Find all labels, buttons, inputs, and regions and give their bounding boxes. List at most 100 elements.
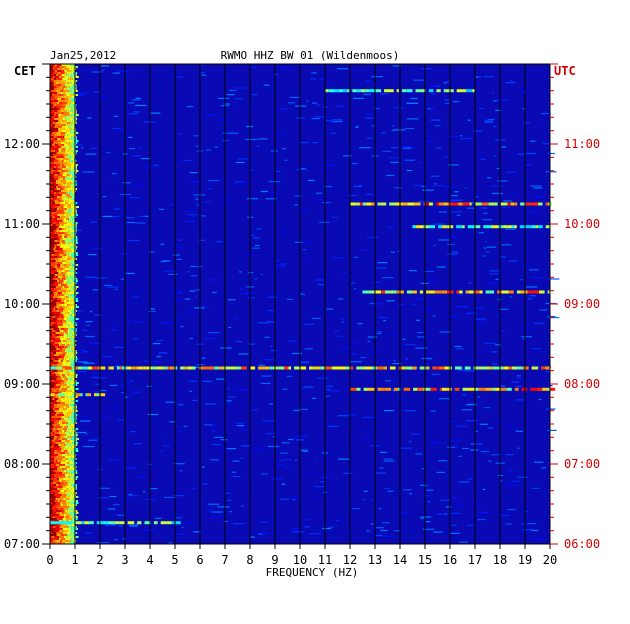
low-band-cell: [70, 354, 74, 356]
low-band-cell: [74, 388, 79, 390]
low-band-cell: [72, 222, 75, 224]
noise-streak: [453, 446, 458, 448]
low-band-cell: [54, 466, 58, 468]
noise-streak: [499, 480, 503, 482]
event-cell: [492, 366, 498, 370]
event-cell: [459, 290, 463, 294]
low-band-cell: [57, 524, 61, 526]
noise-streak: [444, 99, 451, 101]
low-band-cell: [56, 210, 60, 212]
low-band-cell: [66, 86, 70, 88]
low-band-cell: [56, 464, 60, 466]
low-band-cell: [67, 182, 73, 184]
low-band-cell: [60, 230, 63, 232]
low-band-cell: [69, 390, 72, 392]
low-band-cell: [61, 446, 65, 448]
noise-streak: [183, 522, 192, 525]
low-band-cell: [50, 222, 53, 224]
event-cell: [538, 202, 543, 206]
noise-streak: [188, 380, 198, 382]
low-band-cell: [71, 216, 77, 218]
low-band-cell: [64, 212, 69, 214]
noise-streak: [495, 316, 500, 318]
noise-streak: [92, 289, 98, 291]
event-cell: [442, 387, 446, 391]
low-band-cell: [65, 242, 69, 244]
low-band-cell: [52, 482, 57, 484]
low-band-cell: [50, 300, 53, 302]
low-band-cell: [50, 70, 55, 72]
low-band-cell: [50, 64, 55, 66]
low-band-cell: [67, 534, 71, 536]
low-band-cell: [50, 84, 54, 86]
low-band-cell: [71, 488, 74, 490]
low-band-cell: [56, 152, 60, 154]
low-band-cell: [71, 286, 75, 288]
low-band-cell: [71, 102, 76, 104]
low-band-cell: [68, 504, 71, 506]
low-band-cell: [64, 474, 70, 476]
low-band-cell: [59, 446, 62, 448]
low-band-cell: [63, 208, 66, 210]
low-band-cell: [67, 172, 71, 174]
low-band-cell: [62, 458, 66, 460]
low-band-cell: [54, 156, 57, 158]
noise-streak: [227, 299, 236, 301]
noise-streak: [496, 180, 508, 182]
noise-streak: [124, 74, 129, 76]
event-cell: [458, 202, 463, 206]
low-band-cell: [58, 272, 62, 274]
low-band-cell: [59, 458, 63, 460]
event-cell: [549, 387, 556, 391]
low-band-cell: [57, 70, 61, 72]
low-band-cell: [68, 464, 72, 466]
low-band-cell: [62, 438, 66, 440]
low-band-cell: [60, 302, 65, 304]
noise-streak: [467, 478, 473, 480]
low-band-cell: [50, 438, 54, 440]
noise-streak: [397, 304, 405, 306]
low-band-cell: [65, 540, 68, 542]
low-band-cell: [50, 202, 53, 204]
low-band-cell: [70, 534, 74, 536]
low-band-cell: [68, 436, 73, 438]
noise-streak: [235, 389, 247, 391]
noise-streak: [401, 146, 413, 148]
low-band-cell: [56, 76, 59, 78]
low-band-cell: [62, 190, 65, 192]
low-band-cell: [50, 88, 53, 90]
noise-streak: [516, 377, 521, 379]
event-cell: [167, 366, 170, 370]
low-band-cell: [66, 156, 70, 158]
low-band-cell: [63, 314, 66, 316]
low-band-cell: [70, 80, 75, 82]
low-band-cell: [52, 316, 56, 318]
low-band-cell: [65, 68, 68, 70]
low-band-cell: [69, 344, 72, 346]
low-band-cell: [71, 238, 74, 240]
low-band-cell: [72, 358, 75, 360]
low-band-cell: [55, 502, 60, 504]
low-band-cell: [54, 294, 58, 296]
low-band-cell: [50, 478, 54, 480]
low-band-cell: [67, 438, 72, 440]
right-tick-label: 11:00: [564, 137, 600, 151]
low-band-cell: [50, 282, 55, 284]
low-band-cell: [52, 432, 55, 434]
noise-streak: [156, 355, 162, 358]
low-band-cell: [50, 280, 54, 282]
low-band-cell: [68, 210, 72, 212]
date-label: Jan25,2012: [50, 49, 116, 62]
low-band-cell: [56, 474, 61, 476]
low-band-cell: [68, 404, 72, 406]
low-band-cell: [67, 276, 71, 278]
low-band-cell: [69, 124, 72, 126]
low-band-cell: [56, 450, 62, 452]
low-band-cell: [56, 104, 61, 106]
low-band-cell: [61, 234, 64, 236]
low-band-cell: [68, 228, 73, 230]
low-band-cell: [66, 188, 69, 190]
low-band-cell: [73, 238, 78, 240]
low-band-cell: [66, 152, 71, 154]
event-cell: [531, 225, 537, 229]
